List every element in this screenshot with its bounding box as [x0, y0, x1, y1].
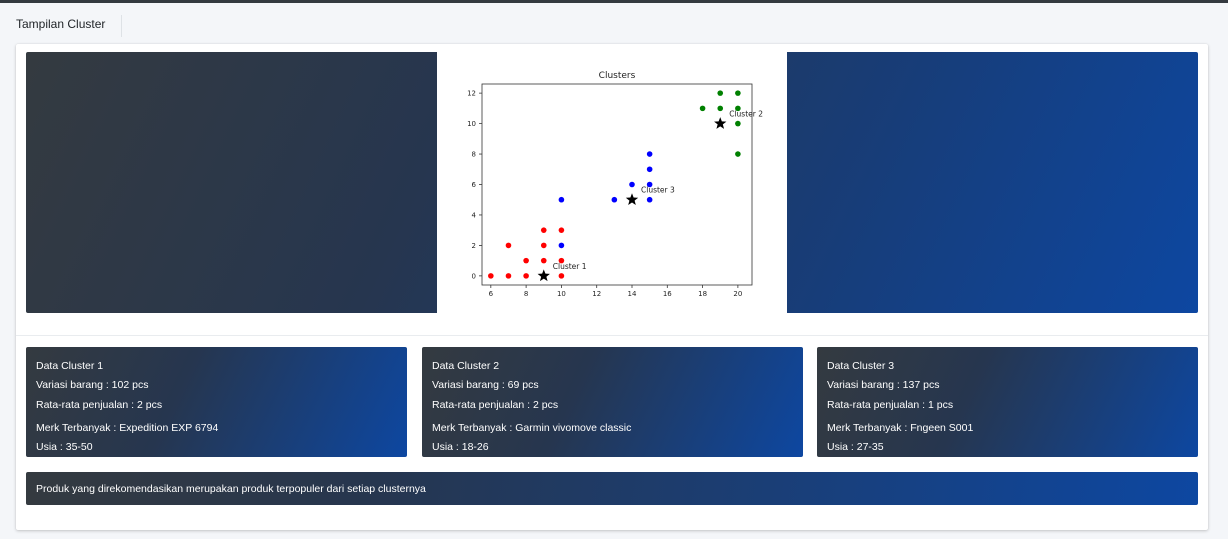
- y-tick-label: 4: [472, 211, 477, 219]
- centroid-star-icon: [714, 117, 727, 129]
- title-separator: [121, 15, 122, 37]
- data-point: [735, 90, 741, 96]
- cluster-variasi: Variasi barang : 137 pcs: [827, 379, 940, 391]
- page-header: Tampilan Cluster: [0, 3, 1228, 41]
- y-tick-label: 2: [472, 242, 476, 250]
- centroid-star-icon: [537, 269, 550, 282]
- cluster-plot: Clusters 6 8 10 12 14 16 18 20 0 2 4 6 8 10 12 Cluster…: [437, 52, 787, 313]
- data-point: [558, 273, 565, 279]
- cluster-rata: Rata-rata penjualan : 1 pcs: [827, 399, 954, 411]
- data-point: [735, 105, 741, 112]
- x-tick-label: 16: [663, 290, 672, 298]
- cluster-1-box: Data Cluster 1 Variasi barang : 102 pcs …: [26, 347, 407, 457]
- cluster-rata: Rata-rata penjualan : 2 pcs: [36, 399, 163, 411]
- chart-title: Clusters: [599, 71, 636, 81]
- y-tick-label: 8: [472, 151, 476, 159]
- cluster-title: Data Cluster 1: [36, 360, 104, 372]
- data-point: [558, 257, 565, 264]
- cluster-2-box: Data Cluster 2 Variasi barang : 69 pcs R…: [422, 347, 803, 457]
- cluster-card: Clusters 6 8 10 12 14 16 18 20 0 2 4 6 8 10 12 Cluster…: [16, 44, 1208, 530]
- data-point: [523, 257, 529, 264]
- data-point: [646, 151, 653, 157]
- page-title: Tampilan Cluster: [16, 17, 106, 31]
- data-point: [646, 181, 653, 188]
- recommendation-box: Produk yang direkomendasikan merupakan p…: [26, 472, 1198, 505]
- chart-axes-frame: [481, 83, 753, 286]
- centroid-label: Cluster 2: [729, 110, 763, 119]
- section-divider: [16, 335, 1208, 336]
- y-tick-label: 12: [467, 90, 476, 98]
- cluster-scatter-chart: Clusters 6 8 10 12 14 16 18 20 0 2 4 6 8 10 12 Cluster…: [467, 71, 763, 298]
- centroid-star-icon: [625, 193, 639, 205]
- y-tick-label: 0: [472, 272, 476, 280]
- data-point: [735, 120, 741, 127]
- data-point: [717, 90, 724, 96]
- cluster-usia: Usia : 27-35: [827, 441, 884, 453]
- data-point: [558, 242, 565, 249]
- data-point: [629, 181, 635, 188]
- cluster-merk: Merk Terbanyak : Fngeen S001: [827, 422, 974, 434]
- centroid-label: Cluster 3: [641, 186, 675, 195]
- cluster-usia: Usia : 35-50: [36, 441, 93, 453]
- chart-banner: Clusters 6 8 10 12 14 16 18 20 0 2 4 6 8 10 12 Cluster…: [26, 52, 1198, 313]
- x-tick-label: 10: [557, 290, 566, 298]
- data-point: [540, 227, 547, 233]
- cluster-rata: Rata-rata penjualan : 2 pcs: [432, 399, 559, 411]
- data-point: [717, 105, 724, 112]
- x-tick-label: 6: [489, 290, 494, 298]
- data-point: [646, 166, 653, 173]
- y-tick-label: 6: [472, 181, 477, 189]
- cluster-variasi: Variasi barang : 69 pcs: [432, 379, 539, 391]
- data-point: [699, 105, 706, 112]
- cluster-3-box: Data Cluster 3 Variasi barang : 137 pcs …: [817, 347, 1198, 457]
- x-tick-label: 18: [698, 290, 707, 298]
- cluster-title: Data Cluster 3: [827, 360, 895, 372]
- data-point: [558, 196, 565, 203]
- data-point: [505, 273, 512, 279]
- x-tick-label: 20: [733, 290, 742, 298]
- top-bar: [0, 0, 1228, 3]
- data-point: [646, 196, 653, 203]
- data-point: [540, 242, 547, 249]
- data-point: [523, 273, 529, 279]
- recommendation-text: Produk yang direkomendasikan merupakan p…: [36, 483, 426, 495]
- cluster-merk: Merk Terbanyak : Garmin vivomove classic: [432, 422, 632, 434]
- data-point: [505, 242, 512, 249]
- y-tick-label: 10: [467, 120, 476, 128]
- data-point: [611, 196, 618, 203]
- x-tick-label: 12: [592, 290, 601, 298]
- data-point: [540, 257, 547, 264]
- cluster-usia: Usia : 18-26: [432, 441, 489, 453]
- data-point: [735, 151, 741, 157]
- cluster-title: Data Cluster 2: [432, 360, 500, 372]
- x-tick-label: 8: [524, 290, 528, 298]
- cluster-merk: Merk Terbanyak : Expedition EXP 6794: [36, 422, 219, 434]
- cluster-variasi: Variasi barang : 102 pcs: [36, 379, 149, 391]
- centroid-label: Cluster 1: [553, 262, 587, 271]
- data-point: [558, 227, 565, 233]
- data-point: [488, 273, 494, 279]
- x-tick-label: 14: [628, 290, 637, 298]
